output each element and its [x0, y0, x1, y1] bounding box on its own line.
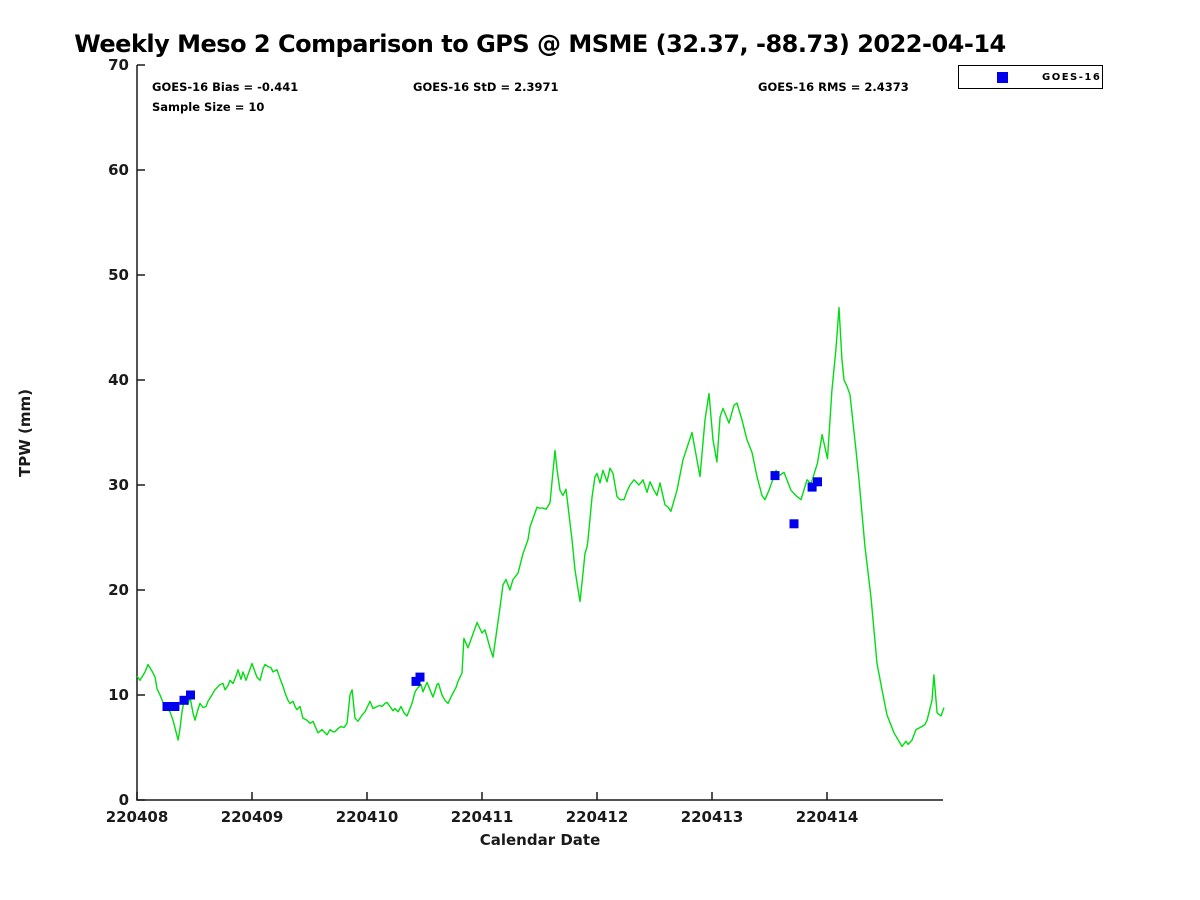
gps-tpw-line	[136, 306, 945, 748]
y-tick-label: 30	[108, 476, 129, 494]
goes16-marker	[807, 482, 817, 492]
goes16-marker	[415, 672, 425, 682]
y-tick-label: 0	[119, 791, 129, 809]
y-axis-label: TPW (mm)	[16, 389, 34, 477]
goes16-marker	[170, 702, 180, 711]
x-tick-label: 220410	[336, 808, 399, 826]
x-tick-label: 220411	[451, 808, 514, 826]
y-tick-label: 20	[108, 581, 129, 599]
y-tick-label: 70	[108, 56, 129, 74]
legend-box: GOES-16	[958, 65, 1103, 89]
chart-title: Weekly Meso 2 Comparison to GPS @ MSME (…	[74, 30, 1006, 58]
stat-rms: GOES-16 RMS = 2.4373	[758, 80, 909, 94]
goes16-marker	[813, 477, 822, 487]
y-tick-label: 60	[108, 161, 129, 179]
stat-std: GOES-16 StD = 2.3971	[413, 80, 559, 94]
y-tick-label: 50	[108, 266, 129, 284]
stat-sample-size: Sample Size = 10	[152, 100, 265, 114]
x-tick-label: 220412	[566, 808, 629, 826]
x-tick-label: 220414	[796, 808, 859, 826]
x-tick-label: 220408	[106, 808, 169, 826]
y-tick-label: 40	[108, 371, 129, 389]
goes16-marker	[789, 519, 799, 529]
goes16-marker	[179, 695, 189, 705]
x-tick-label: 220413	[681, 808, 744, 826]
goes16-marker	[162, 702, 172, 711]
goes16-marker	[770, 471, 780, 481]
y-tick-label: 10	[108, 686, 129, 704]
goes16-legend-square-icon	[997, 71, 1008, 83]
x-tick-label: 220409	[221, 808, 284, 826]
stat-bias: GOES-16 Bias = -0.441	[152, 80, 299, 94]
goes16-marker	[186, 690, 195, 700]
legend-entry-label: GOES-16	[1042, 71, 1102, 83]
x-axis-label: Calendar Date	[479, 831, 601, 849]
